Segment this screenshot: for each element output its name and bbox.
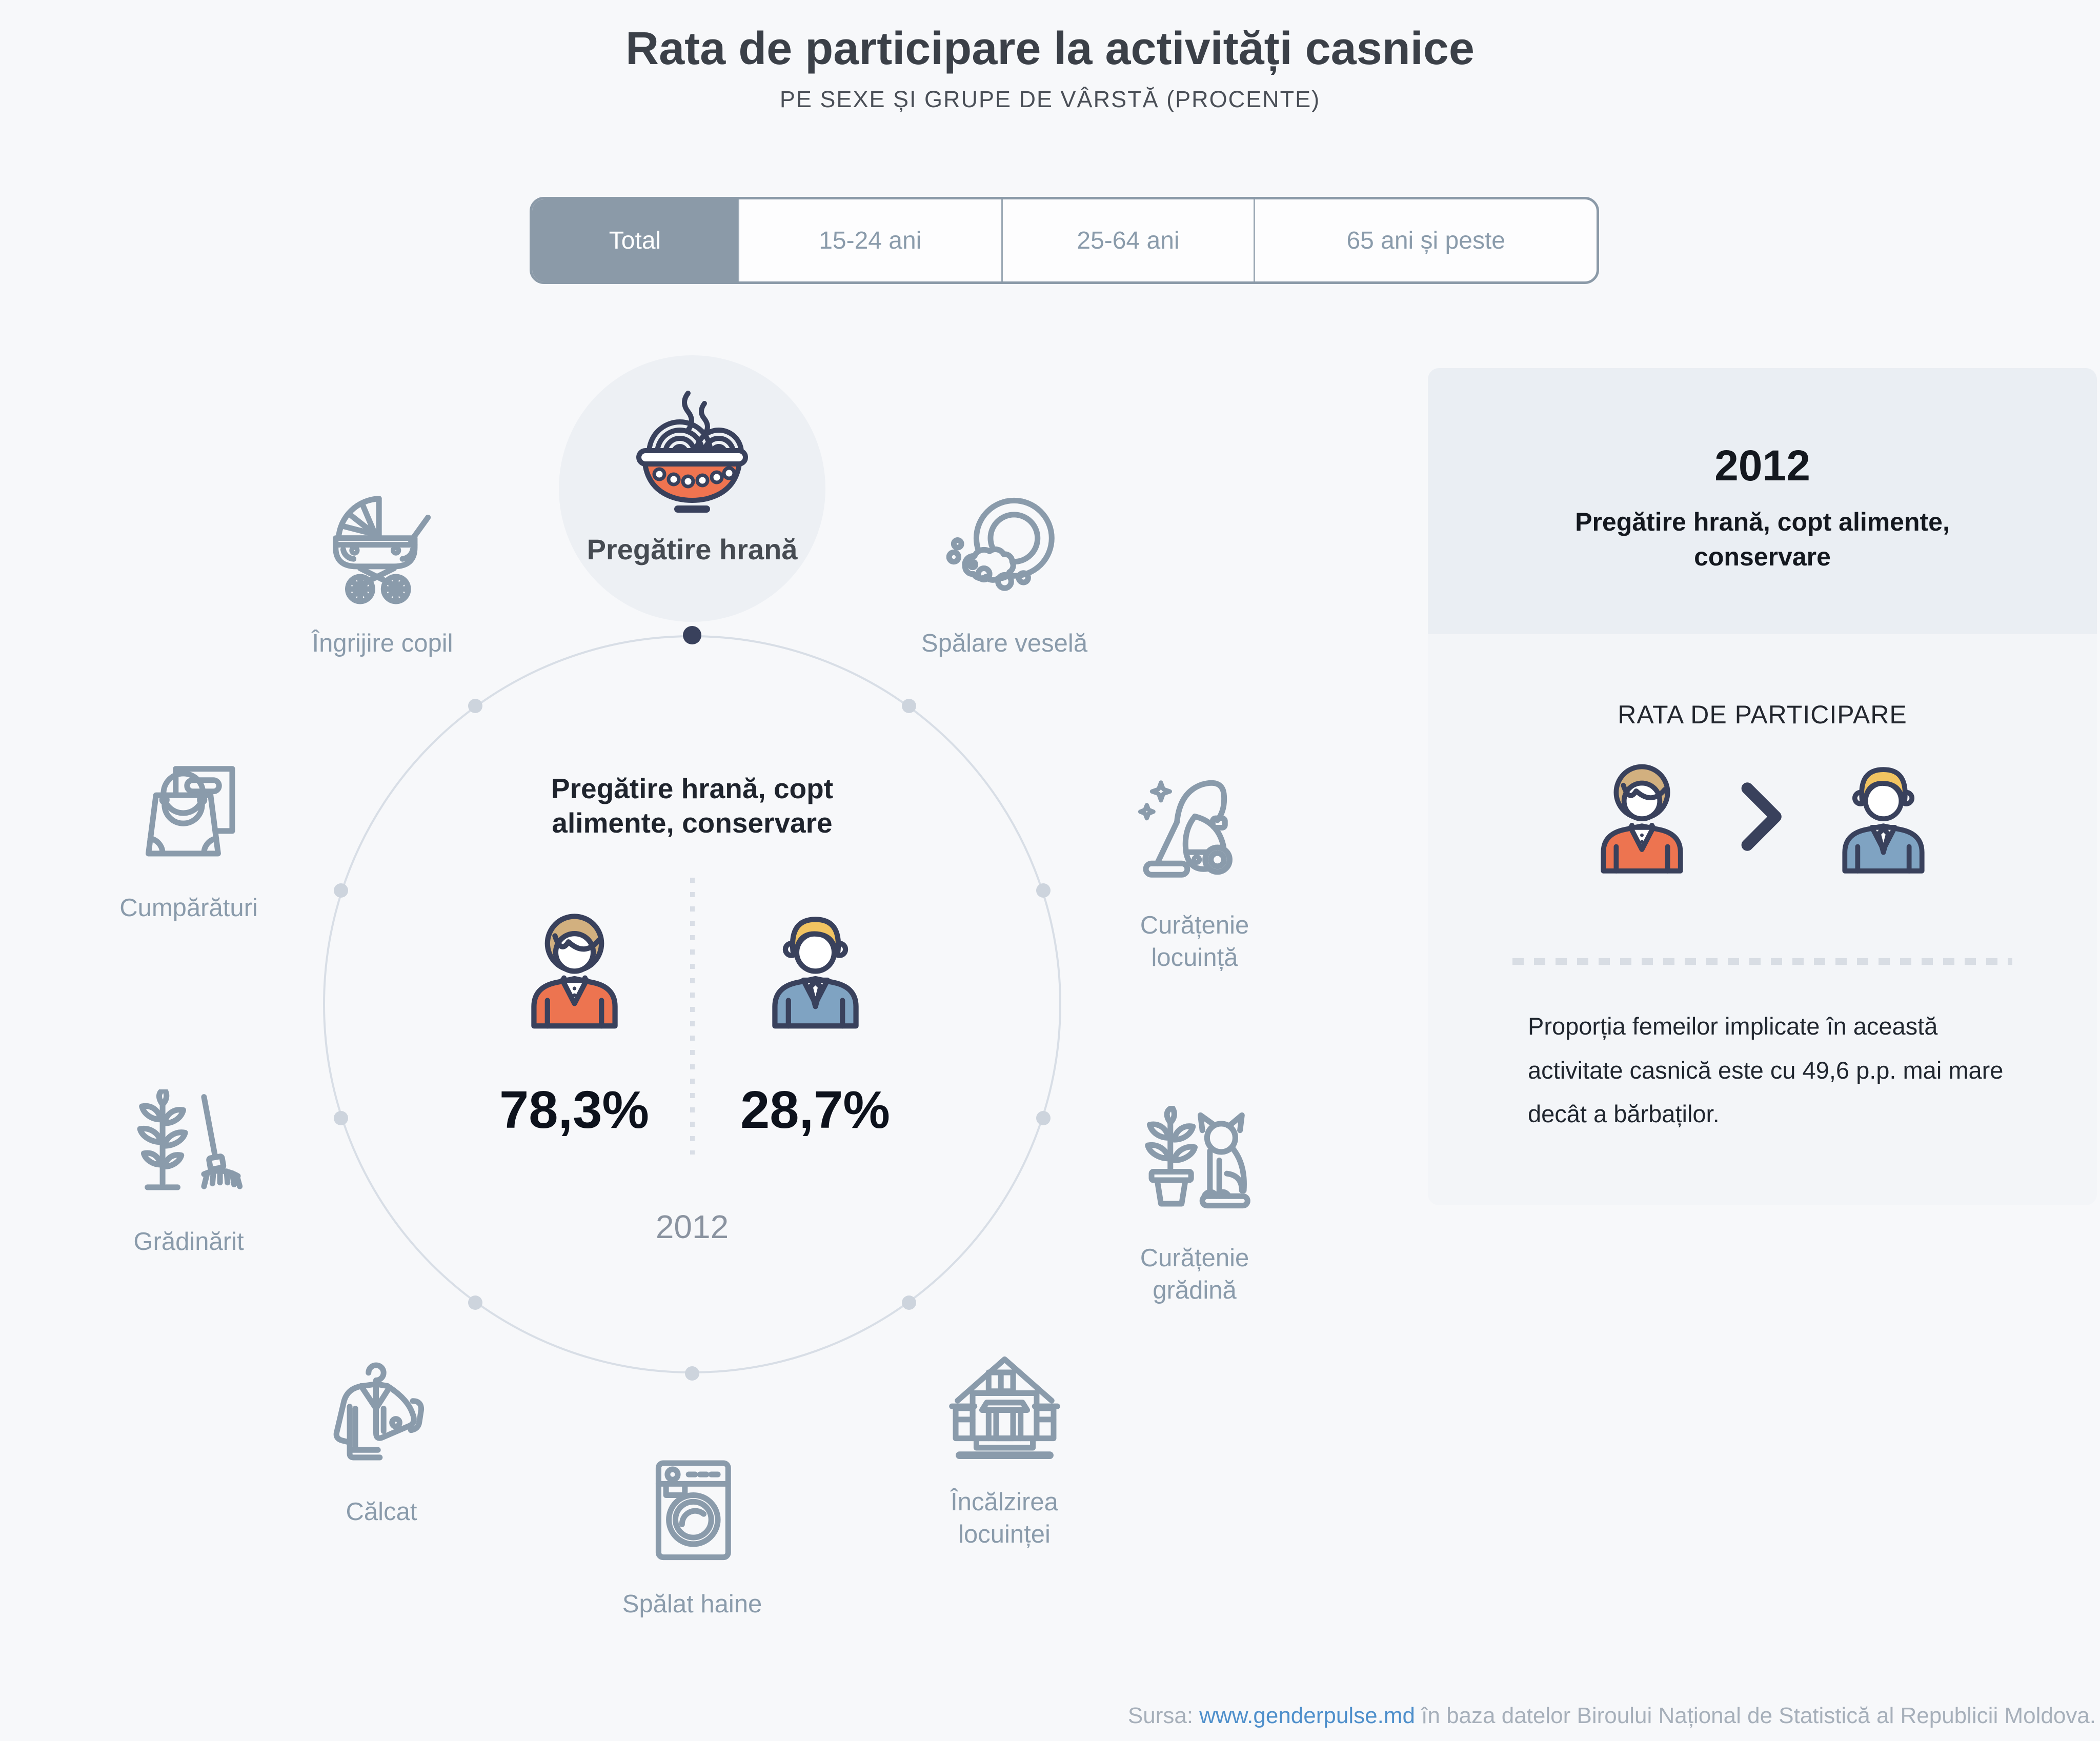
tab-25-64[interactable]: 25-64 ani [1001,199,1254,281]
wheel-activity-cumparaturi[interactable]: Cumpărături [76,756,301,924]
detail-panel-header: 2012 Pregătire hrană, copt alimente, con… [1428,368,2097,634]
wheel-activity-ingrijire-copil[interactable]: Îngrijire copil [270,491,495,660]
source-suffix: în baza datelor Biroului Național de Sta… [1415,1703,2096,1728]
source-prefix: Sursa: [1127,1703,1200,1728]
wheel-dot [334,883,348,898]
male-avatar [763,892,868,1046]
activity-label: Cumpărături [119,894,258,922]
activity-label: Curățenie locuință [1140,912,1249,971]
tab-15-24[interactable]: 15-24 ani [738,199,1001,281]
wheel-activity-gradinarit[interactable]: Grădinărit [76,1089,301,1258]
panel-activity-title: Pregătire hrană, copt alimente, conserva… [1575,508,1950,571]
detail-panel-body: RATA DE PARTICIPARE Proporția femeilor i… [1428,634,2097,1205]
activity-label: Curățenie grădină [1140,1244,1249,1304]
wheel-dot-selected [683,626,701,644]
source-line: Sursa: www.genderpulse.md în baza datelo… [1128,1703,2096,1729]
center-activity-title: Pregătire hrană, copt alimente, conserva… [551,773,834,839]
tab-label: 65 ani și peste [1346,227,1505,254]
vacuum-cleaner-icon [1135,773,1255,894]
plant-cat-icon [1135,1106,1255,1226]
wheel-activity-pregatire-hrana[interactable]: Pregătire hrană [559,355,825,622]
activity-label: Spălare veselă [921,630,1088,657]
food-bowl-icon [620,387,764,520]
plant-rake-icon [129,1089,249,1210]
wheel-dot [685,1366,699,1381]
tab-65-plus[interactable]: 65 ani și peste [1254,199,1597,281]
page-title: Rata de participare la activități casnic… [625,23,1475,74]
baby-stroller-icon [322,491,443,612]
tab-total[interactable]: Total [532,199,738,281]
activity-label: Grădinărit [133,1228,244,1256]
tab-label: Total [609,227,661,254]
activity-label: Încălzirea locuinței [951,1488,1058,1548]
activity-label: Spălat haine [622,1590,762,1618]
greater-than-icon [1739,781,1786,852]
panel-year: 2012 [1714,441,1810,490]
wheel-dot [1036,1111,1051,1125]
age-group-tabs: Total 15-24 ani 25-64 ani 65 ani și pest… [530,197,1599,284]
tab-label: 15-24 ani [819,227,922,254]
wheel-dot [334,1111,348,1125]
activity-label: Îngrijire copil [312,630,453,657]
activity-label: Pregătire hrană [587,533,798,565]
wheel-activity-curatenie-gradina[interactable]: Curățenie grădină [1082,1106,1307,1306]
wheel-activity-curatenie-locuinta[interactable]: Curățenie locuință [1082,773,1307,974]
wheel-activity-spalare-vesela[interactable]: Spălare veselă [892,491,1117,660]
wheel-activity-incalzirea-locuintei[interactable]: Încălzirea locuinței [892,1350,1117,1550]
wheel-activity-spalat-haine[interactable]: Spălat haine [579,1452,805,1621]
dashed-divider [1512,958,2012,965]
wheel-dot [1036,883,1051,898]
panel-section-title: RATA DE PARTICIPARE [1618,700,1907,729]
center-year: 2012 [655,1208,729,1245]
page-subtitle: PE SEXE ȘI GRUPE DE VÂRSTĂ (PROCENTE) [779,86,1321,112]
wheel-dot [468,1295,482,1310]
panel-note: Proporția femeilor implicate în această … [1528,1013,2004,1128]
wheel-activity-calcat[interactable]: Călcat [269,1360,494,1528]
comparison-row [1428,743,2097,890]
wheel-dot [902,1295,916,1310]
male-avatar [1833,743,1933,890]
washing-machine-icon [632,1452,753,1572]
dish-bubbles-icon [944,491,1065,612]
male-value: 28,7% [740,1080,891,1139]
house-icon [944,1350,1065,1470]
source-link[interactable]: www.genderpulse.md [1199,1703,1415,1728]
female-avatar [1592,743,1692,890]
wheel-dot [902,699,916,713]
female-avatar [522,892,627,1046]
center-divider [690,878,695,1155]
female-value: 78,3% [499,1080,650,1139]
detail-panel: 2012 Pregătire hrană, copt alimente, con… [1428,368,2097,1205]
activity-label: Călcat [346,1498,417,1526]
tab-label: 25-64 ani [1077,227,1180,254]
iron-shirt-icon [321,1360,442,1480]
shopping-bag-icon [129,756,249,876]
wheel-dot [468,699,482,713]
